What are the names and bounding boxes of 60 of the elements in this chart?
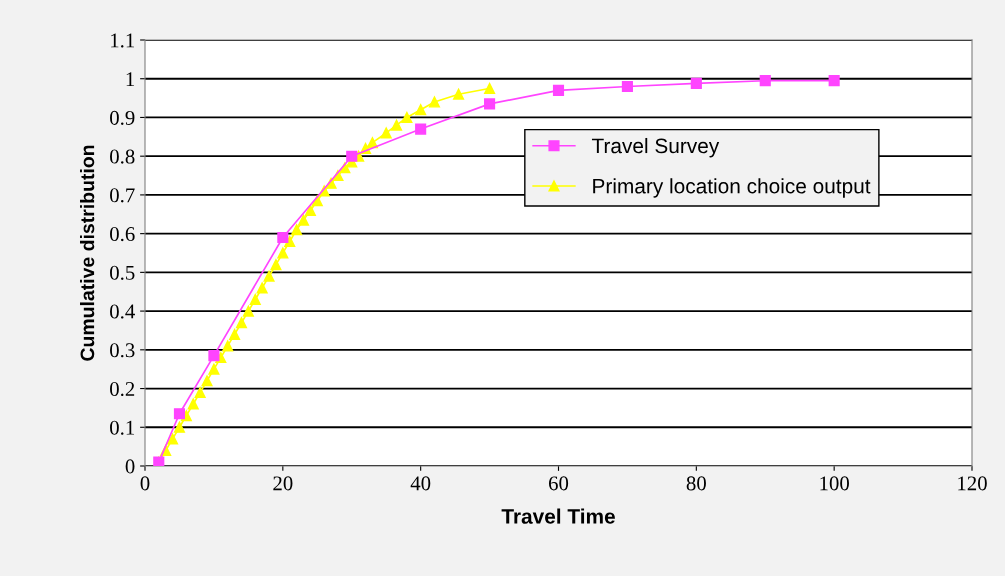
y-axis-title: Cumulative distribution (80, 145, 95, 361)
y-tick-label: 0.2 (110, 381, 135, 397)
y-tick-label: 0.1 (110, 420, 135, 435)
y-tick-label: 1.1 (111, 33, 135, 48)
legend-label: Primary location choice output (593, 178, 871, 198)
point (173, 421, 186, 433)
point (346, 150, 358, 162)
point (291, 224, 303, 236)
point (242, 305, 254, 317)
point (828, 75, 840, 87)
point (263, 270, 275, 282)
point (167, 433, 179, 445)
point (208, 350, 220, 362)
point (187, 398, 199, 410)
x-tick-label: 100 (820, 476, 849, 491)
point (277, 231, 289, 244)
x-axis-title: Travel Time (501, 508, 615, 524)
point (484, 98, 496, 110)
point (256, 282, 268, 294)
legend-label: Travel Survey (591, 137, 720, 158)
x-tick-label: 40 (410, 476, 431, 491)
point (277, 247, 289, 259)
y-tick-label: 0.5 (110, 265, 135, 280)
point (415, 104, 427, 116)
point (401, 111, 413, 124)
y-tick-label: 0.8 (110, 149, 135, 164)
point (552, 84, 565, 96)
point (222, 340, 234, 352)
point (690, 77, 702, 89)
x-tick-label: 20 (273, 476, 293, 491)
point (453, 88, 465, 100)
point (229, 328, 241, 340)
point (194, 386, 206, 398)
point (284, 235, 296, 247)
point (249, 293, 261, 306)
y-tick-label: 1 (126, 72, 135, 86)
x-tick-label: 120 (958, 476, 987, 491)
point (297, 214, 310, 226)
point (304, 204, 316, 216)
x-tick-label: 60 (548, 476, 569, 491)
point (380, 127, 392, 139)
point (390, 119, 403, 131)
point (173, 408, 186, 420)
point (759, 75, 771, 87)
y-tick-label: 0.9 (110, 110, 135, 125)
point (270, 259, 282, 271)
point (621, 80, 633, 93)
y-tick-label: 0.4 (110, 304, 135, 319)
x-tick-label: 0 (140, 476, 150, 491)
x-tick-label: 80 (686, 476, 706, 491)
point (484, 82, 496, 94)
point (235, 317, 248, 329)
point (208, 363, 220, 375)
y-tick-label: 0.6 (110, 227, 135, 242)
point (201, 375, 213, 387)
point (415, 123, 427, 135)
y-tick-label: 0 (125, 459, 135, 474)
point (428, 96, 441, 108)
y-tick-label: 0.3 (110, 343, 135, 358)
y-tick-label: 0.7 (110, 188, 135, 203)
